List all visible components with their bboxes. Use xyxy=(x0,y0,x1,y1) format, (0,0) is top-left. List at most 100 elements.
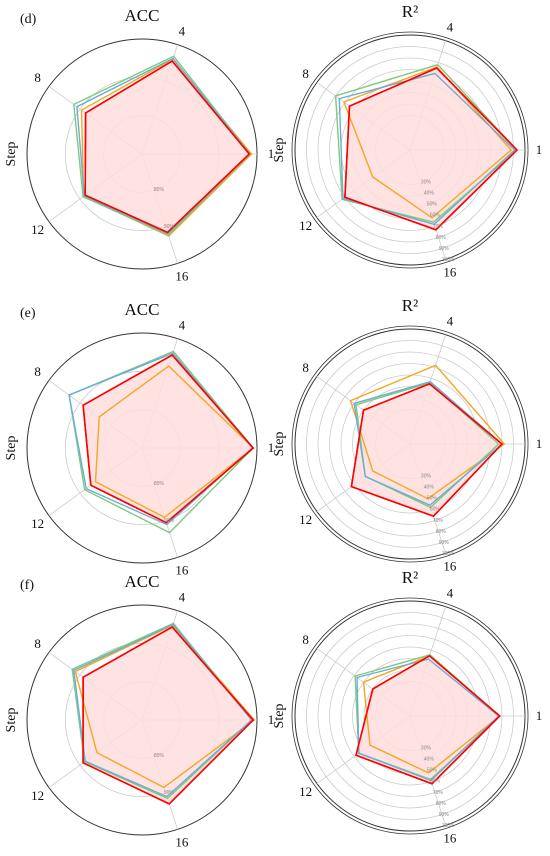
ring-tick-label: 50% xyxy=(427,496,438,502)
axis-label-1: 1 xyxy=(536,708,543,723)
outer-ring xyxy=(291,597,529,835)
y-axis-label: Step xyxy=(272,432,287,457)
axis-label-12: 12 xyxy=(31,222,44,237)
axis-label-1: 1 xyxy=(268,146,275,161)
axis-label-4: 4 xyxy=(179,23,186,38)
axis-label-4: 4 xyxy=(447,19,454,34)
axis-label-4: 4 xyxy=(179,317,186,332)
series-3 xyxy=(76,57,251,235)
y-axis-label: Step xyxy=(4,142,19,167)
series-2 xyxy=(68,350,255,534)
ring-tick-label: 80% xyxy=(436,529,447,535)
series-3 xyxy=(356,658,500,782)
panel-label: (f) xyxy=(20,578,34,593)
series-2 xyxy=(334,63,519,223)
ring-tick-label: 40% xyxy=(424,484,435,490)
series-outline xyxy=(344,67,519,231)
ring-tick-label: 50% xyxy=(427,202,438,208)
series-2 xyxy=(73,55,252,236)
ring-tick-label: 90% xyxy=(439,812,450,818)
axis-label-12: 12 xyxy=(299,512,312,527)
ring-tick-label: 30% xyxy=(421,473,432,479)
chart-title: R² xyxy=(402,296,418,315)
axis-label-16: 16 xyxy=(175,835,189,850)
series-outline xyxy=(84,59,251,234)
axis-label-16: 16 xyxy=(175,269,189,284)
ring-tick-label: 90% xyxy=(164,224,175,230)
series-1 xyxy=(94,365,255,519)
y-axis-label: Step xyxy=(272,704,287,729)
series-outline xyxy=(355,654,501,785)
axis-label-16: 16 xyxy=(443,265,457,280)
axis-label-1: 1 xyxy=(536,436,543,451)
radar-chart-2: 80% 90% 1 4 8 12 16 ACC (e) Step xyxy=(4,300,274,578)
ring-tick-label: 70% xyxy=(433,790,444,796)
chart-title: ACC xyxy=(125,572,160,591)
axis-label-1: 1 xyxy=(268,712,275,727)
ring-tick-label: 100% xyxy=(442,551,455,557)
axis-label-8: 8 xyxy=(302,66,309,81)
axis-label-8: 8 xyxy=(302,632,309,647)
ring-tick-label: 30% xyxy=(421,179,432,185)
radar-chart-3: 30% 40% 50% 60% 70% 80% 90% 100% 1 4 8 12 16 R² Step xyxy=(272,296,542,574)
y-axis-label: Step xyxy=(272,138,287,163)
chart-title: R² xyxy=(402,568,418,587)
ring-tick-label: 80% xyxy=(154,481,165,487)
series-0 xyxy=(82,354,255,524)
radar-chart-5: 30% 40% 50% 60% 70% 80% 90% 100% 1 4 8 12 16 R² Step xyxy=(272,568,542,846)
ring-tick-label: 90% xyxy=(439,246,450,252)
axis-label-12: 12 xyxy=(299,218,312,233)
axis-label-4: 4 xyxy=(447,585,454,600)
ring-tick-label: 50% xyxy=(427,768,438,774)
axis-label-12: 12 xyxy=(31,516,44,531)
radar-chart-0: 80% 90% 1 4 8 12 16 ACC (d) Step xyxy=(4,6,274,284)
ring-tick-label: 90% xyxy=(164,790,175,796)
axis-label-16: 16 xyxy=(175,563,189,578)
ring-tick-label: 70% xyxy=(433,224,444,230)
radar-chart-4: 80% 90% 1 4 8 12 16 ACC (f) Step xyxy=(4,572,274,850)
ring-tick-label: 80% xyxy=(154,753,165,759)
series-1 xyxy=(349,364,506,500)
series-2 xyxy=(71,622,253,800)
chart-title: ACC xyxy=(125,300,160,319)
axis-label-16: 16 xyxy=(443,831,457,846)
series-outline xyxy=(82,353,255,524)
axis-label-16: 16 xyxy=(443,559,457,574)
outer-ring xyxy=(291,325,529,563)
axis-label-8: 8 xyxy=(34,636,41,651)
axis-label-8: 8 xyxy=(34,364,41,379)
axis-label-1: 1 xyxy=(536,142,543,157)
ring-tick-label: 90% xyxy=(439,540,450,546)
series-0 xyxy=(355,654,501,785)
ring-tick-label: 40% xyxy=(424,190,435,196)
ring-tick-label: 60% xyxy=(430,213,441,219)
ring-tick-label: 60% xyxy=(430,507,441,513)
axis-label-1: 1 xyxy=(268,440,275,455)
axis-label-8: 8 xyxy=(302,360,309,375)
series-3 xyxy=(353,380,504,507)
ring-tick-label: 100% xyxy=(442,257,455,263)
y-axis-label: Step xyxy=(4,708,19,733)
ring-tick-label: 80% xyxy=(436,801,447,807)
outer-ring xyxy=(291,31,529,269)
axis-label-12: 12 xyxy=(299,784,312,799)
panel-label: (d) xyxy=(20,12,37,27)
series-3 xyxy=(73,623,253,798)
axis-label-8: 8 xyxy=(34,70,41,85)
ring-tick-label: 80% xyxy=(436,235,447,241)
series-outline xyxy=(82,625,255,805)
series-3 xyxy=(338,72,516,226)
ring-tick-label: 30% xyxy=(421,745,432,751)
series-2 xyxy=(354,654,501,781)
series-outline xyxy=(350,382,504,518)
ring-tick-label: 60% xyxy=(430,779,441,785)
ring-tick-label: 90% xyxy=(164,518,175,524)
panel-label: (e) xyxy=(20,306,36,321)
radar-chart-1: 30% 40% 50% 60% 70% 80% 90% 100% 1 4 8 12 16 R² Step xyxy=(272,2,542,280)
y-axis-label: Step xyxy=(4,436,19,461)
chart-title: R² xyxy=(402,2,418,21)
ring-tick-label: 100% xyxy=(442,823,455,829)
axis-label-4: 4 xyxy=(447,313,454,328)
axis-label-4: 4 xyxy=(179,589,186,604)
